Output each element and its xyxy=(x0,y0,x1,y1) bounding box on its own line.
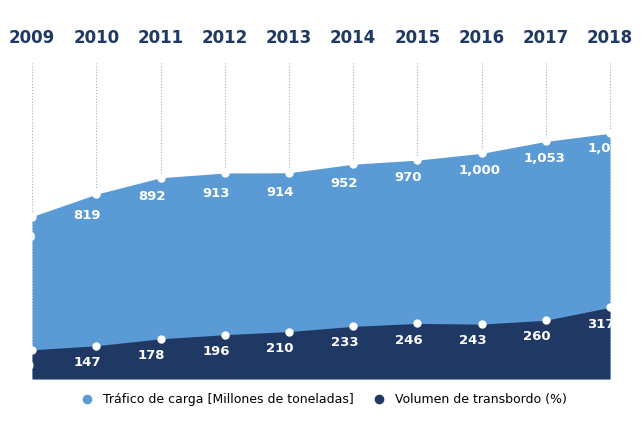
Text: 147: 147 xyxy=(73,356,101,369)
Text: 2009: 2009 xyxy=(9,29,55,47)
Text: 2010: 2010 xyxy=(73,29,119,47)
Text: 233: 233 xyxy=(331,336,358,349)
Text: 720: 720 xyxy=(8,231,35,244)
Text: 260: 260 xyxy=(523,330,551,344)
Text: 2015: 2015 xyxy=(394,29,440,47)
Text: 914: 914 xyxy=(266,186,294,199)
Text: 2016: 2016 xyxy=(458,29,505,47)
Text: 210: 210 xyxy=(266,342,294,354)
Text: 1,000: 1,000 xyxy=(459,163,501,176)
Text: 317: 317 xyxy=(587,317,615,330)
Text: 819: 819 xyxy=(73,209,101,222)
Text: 2018: 2018 xyxy=(587,29,633,47)
Text: 246: 246 xyxy=(395,333,422,346)
Text: 2014: 2014 xyxy=(330,29,376,47)
Legend: Tráfico de carga [Millones de toneladas], Volumen de transbordo (%): Tráfico de carga [Millones de toneladas]… xyxy=(70,389,572,411)
Text: 129: 129 xyxy=(8,360,35,373)
Text: 178: 178 xyxy=(138,349,166,362)
Text: 970: 970 xyxy=(395,171,422,184)
Text: 196: 196 xyxy=(202,345,230,358)
Text: 913: 913 xyxy=(202,187,230,200)
Text: 2017: 2017 xyxy=(523,29,569,47)
Text: 952: 952 xyxy=(331,176,358,189)
Text: 1,053: 1,053 xyxy=(523,152,565,165)
Text: 243: 243 xyxy=(459,334,487,347)
Text: 2013: 2013 xyxy=(266,29,312,47)
Text: 2012: 2012 xyxy=(202,29,248,47)
Text: 892: 892 xyxy=(138,190,166,203)
Text: 2011: 2011 xyxy=(137,29,184,47)
Text: 1,089: 1,089 xyxy=(587,142,629,155)
